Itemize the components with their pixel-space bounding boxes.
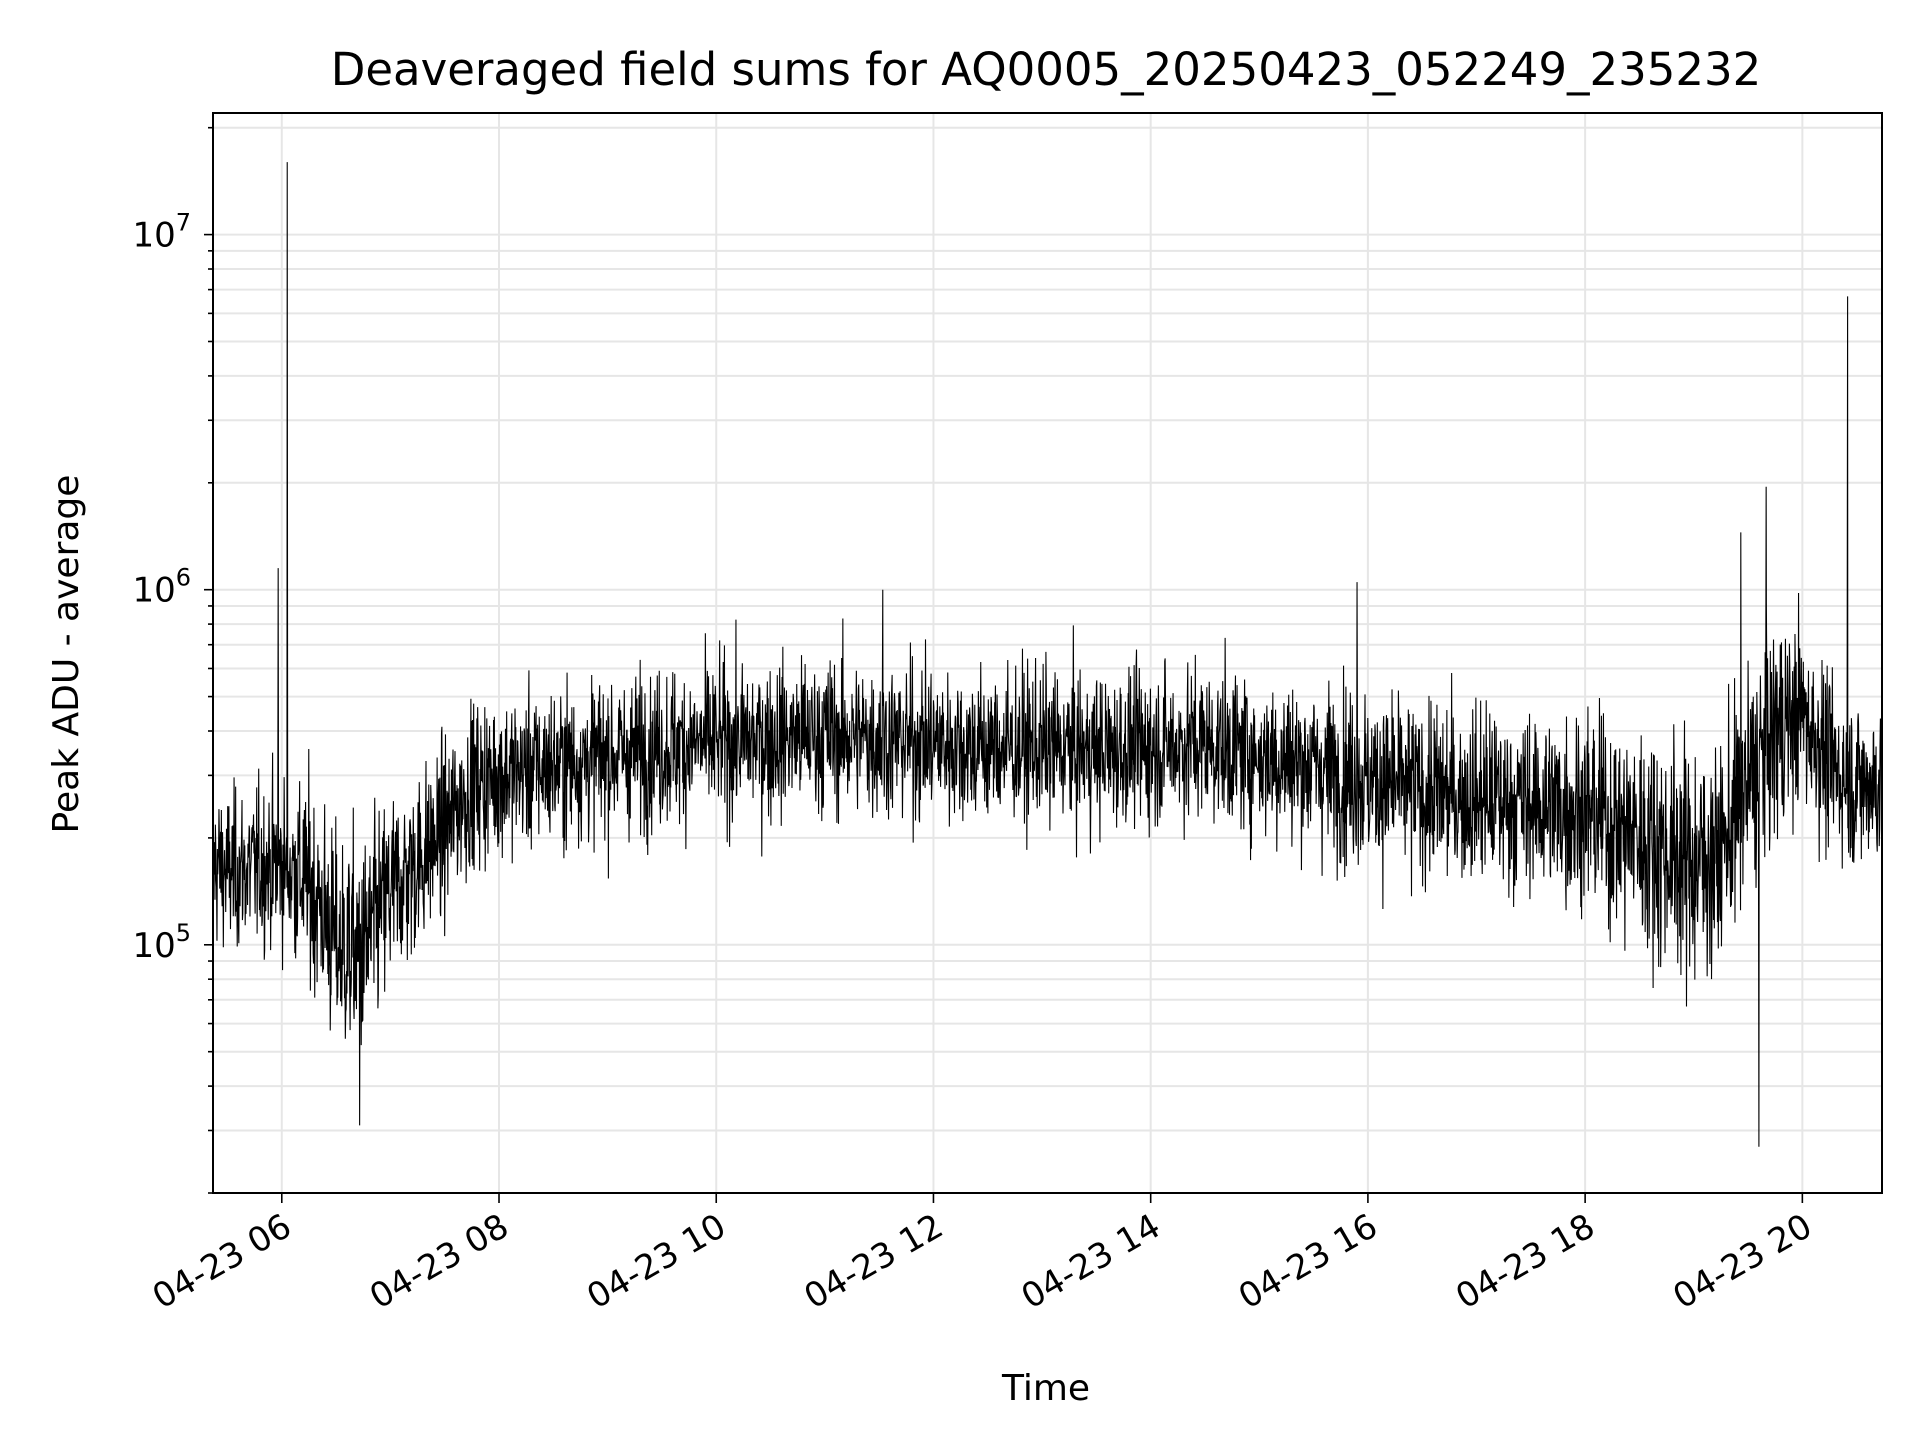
data-area <box>213 162 1882 1147</box>
y-tick-label: 106 <box>132 564 191 611</box>
chart-title: Deaveraged field sums for AQ0005_2025042… <box>331 43 1762 96</box>
y-tick-label: 107 <box>132 209 191 256</box>
series-line <box>213 162 1882 1147</box>
y-tick-label: 105 <box>132 919 191 966</box>
y-axis-label: Peak ADU - average <box>46 475 87 834</box>
x-axis-label: Time <box>1001 1368 1090 1409</box>
y-axis: 105 106 107 <box>132 126 213 1194</box>
plot-frame <box>212 112 1883 1194</box>
